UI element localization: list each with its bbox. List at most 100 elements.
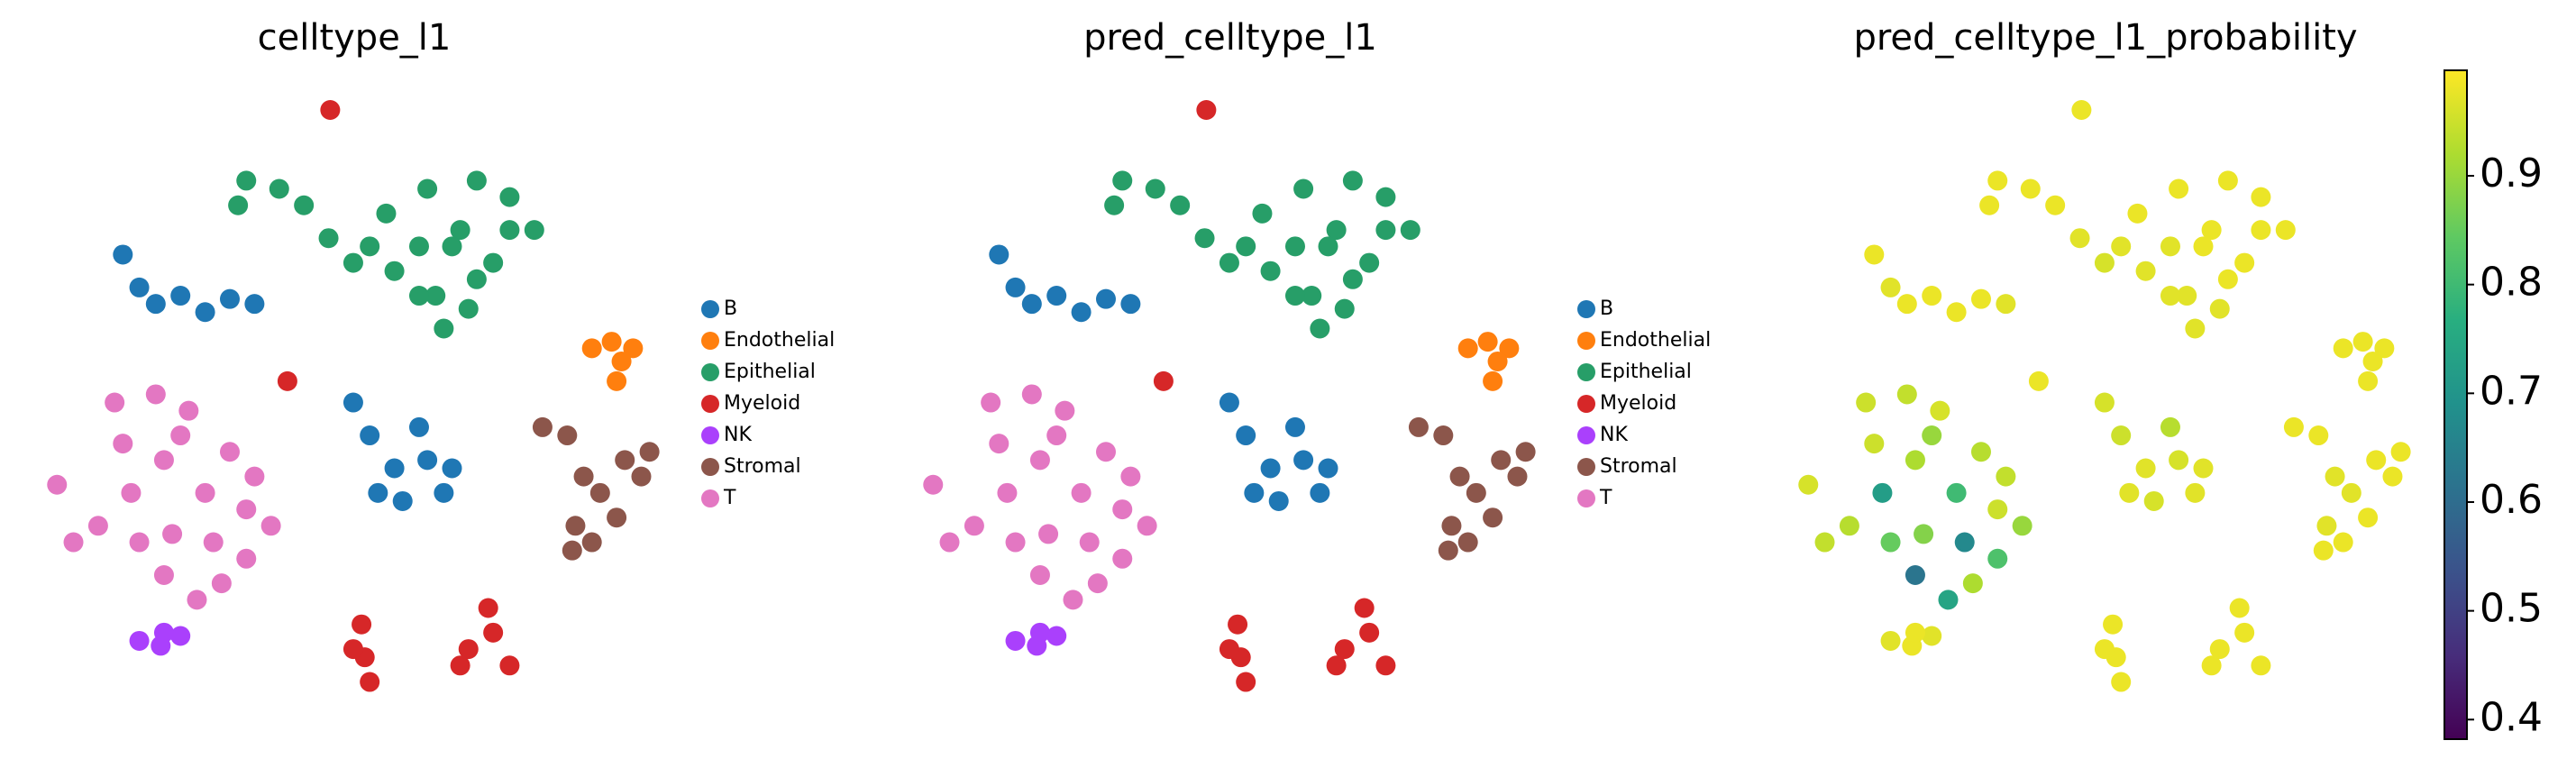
point xyxy=(129,277,150,297)
point xyxy=(1095,288,1116,309)
point xyxy=(1318,458,1338,479)
legend-marker xyxy=(701,332,719,350)
point xyxy=(1170,195,1191,215)
point xyxy=(408,416,429,437)
legend-marker xyxy=(701,300,719,318)
point xyxy=(2358,370,2379,391)
point xyxy=(2325,466,2345,487)
point xyxy=(2111,672,2132,692)
point xyxy=(145,384,166,405)
point xyxy=(1487,351,1508,371)
point xyxy=(170,425,191,446)
point xyxy=(1880,532,1901,553)
point xyxy=(425,286,446,306)
point xyxy=(1970,288,1991,309)
point xyxy=(1499,338,1520,359)
point xyxy=(352,614,372,635)
point xyxy=(320,99,341,120)
point xyxy=(989,244,1009,265)
point xyxy=(1005,532,1026,553)
point xyxy=(2185,318,2206,339)
point xyxy=(1922,425,1942,446)
point xyxy=(2234,622,2255,643)
point xyxy=(1962,573,1983,594)
point xyxy=(1005,630,1026,651)
point xyxy=(1457,532,1478,553)
colorbar-tick-label: 0.8 xyxy=(2480,260,2543,306)
point xyxy=(2094,639,2115,660)
point xyxy=(1408,416,1429,437)
point xyxy=(1491,450,1512,471)
point xyxy=(565,516,586,536)
colorbar xyxy=(2444,69,2468,740)
point xyxy=(1938,590,1959,610)
point xyxy=(1342,269,1363,289)
point xyxy=(1029,622,1050,643)
point xyxy=(2201,655,2222,676)
point xyxy=(589,482,610,503)
legend-marker xyxy=(1577,363,1595,381)
point xyxy=(2071,99,2092,120)
point xyxy=(244,294,265,315)
chart-title: pred_celltype_l1 xyxy=(1083,17,1377,59)
legend-marker xyxy=(1577,489,1595,507)
point xyxy=(581,338,602,359)
point xyxy=(1946,482,1967,503)
point xyxy=(1120,466,1141,487)
point xyxy=(1457,338,1478,359)
point xyxy=(343,392,363,413)
point xyxy=(63,532,84,553)
point xyxy=(360,672,380,692)
point xyxy=(178,400,199,421)
point xyxy=(2251,187,2271,207)
point xyxy=(1905,450,1925,471)
point xyxy=(1021,384,1042,405)
point xyxy=(2390,442,2411,462)
point xyxy=(442,236,462,257)
point xyxy=(1228,614,1248,635)
point xyxy=(1856,392,1877,413)
point xyxy=(1046,425,1067,446)
point xyxy=(1071,482,1092,503)
point xyxy=(153,622,174,643)
point xyxy=(2374,338,2395,359)
point xyxy=(277,370,297,391)
point xyxy=(2251,655,2271,676)
point xyxy=(964,516,984,536)
point xyxy=(524,220,544,241)
point xyxy=(2251,220,2271,241)
point xyxy=(2119,482,2140,503)
legend-marker xyxy=(1577,300,1595,318)
point xyxy=(557,425,578,446)
point xyxy=(466,170,487,191)
point xyxy=(478,598,498,618)
point xyxy=(417,178,438,199)
point xyxy=(1375,220,1396,241)
legend-label: Myeloid xyxy=(1600,392,1676,415)
point xyxy=(1260,261,1281,281)
point xyxy=(2135,458,2156,479)
point xyxy=(1987,170,2008,191)
point xyxy=(1954,532,1975,553)
point xyxy=(129,630,150,651)
point xyxy=(260,516,281,536)
point xyxy=(1375,187,1396,207)
point xyxy=(1293,178,1314,199)
point xyxy=(1905,622,1925,643)
point xyxy=(2358,507,2379,528)
legend-marker xyxy=(701,489,719,507)
point xyxy=(434,318,454,339)
point xyxy=(129,532,150,553)
point xyxy=(2275,220,2296,241)
legend-label: Epithelial xyxy=(724,361,816,383)
point xyxy=(450,220,470,241)
point xyxy=(1326,655,1347,676)
point xyxy=(2316,516,2337,536)
point xyxy=(2045,195,2066,215)
point xyxy=(113,434,133,454)
legend-marker xyxy=(701,426,719,444)
point xyxy=(1196,99,1217,120)
point xyxy=(631,466,652,487)
point xyxy=(384,458,405,479)
